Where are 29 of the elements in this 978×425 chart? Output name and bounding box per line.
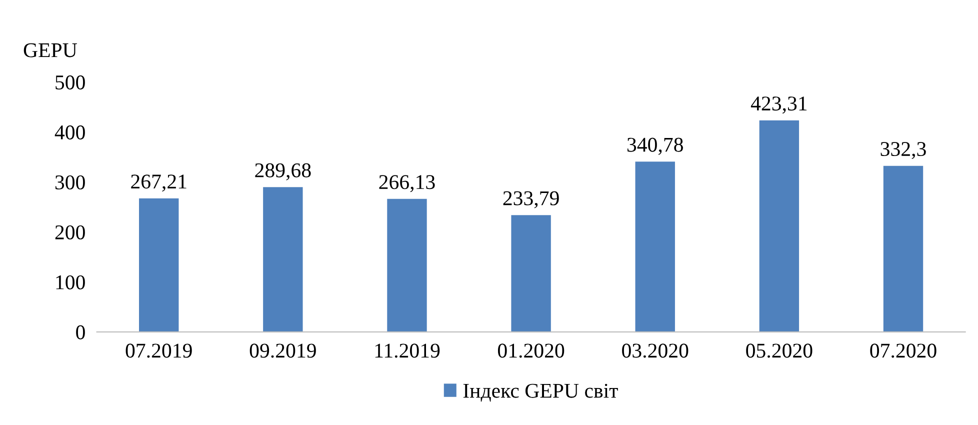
bar	[635, 162, 675, 332]
data-label: 423,31	[750, 96, 807, 114]
x-tick-label: 01.2020	[498, 344, 564, 358]
bar	[883, 166, 924, 332]
x-tick-label: 05.2020	[746, 344, 812, 358]
y-tick-label: 300	[55, 175, 85, 190]
y-tick-label: 200	[55, 225, 85, 240]
x-tick-label: 07.2019	[126, 344, 192, 358]
bar	[759, 120, 800, 332]
bar	[511, 215, 551, 332]
y-tick-label: 100	[56, 275, 85, 290]
bar	[387, 198, 427, 332]
data-label: 289,68	[255, 163, 311, 180]
x-tick-label: 03.2020	[622, 344, 688, 358]
y-tick-label: 400	[54, 125, 85, 140]
data-label: 332,3	[880, 142, 926, 160]
bar	[139, 198, 179, 332]
data-label: 340,78	[627, 138, 683, 155]
y-tick-label: 500	[56, 75, 85, 90]
y-axis-title: GEPU	[24, 43, 77, 58]
data-label: 267,21	[131, 174, 186, 192]
bar	[263, 187, 303, 332]
x-tick-label: 11.2019	[375, 344, 440, 358]
data-label: 233,79	[503, 191, 559, 208]
data-label: 266,13	[379, 175, 435, 192]
y-tick-label: 0	[76, 325, 85, 340]
legend-label: Індекс GEPU світ	[463, 384, 618, 402]
x-tick-label: 09.2019	[250, 344, 316, 358]
x-tick-label: 07.2020	[870, 344, 936, 358]
